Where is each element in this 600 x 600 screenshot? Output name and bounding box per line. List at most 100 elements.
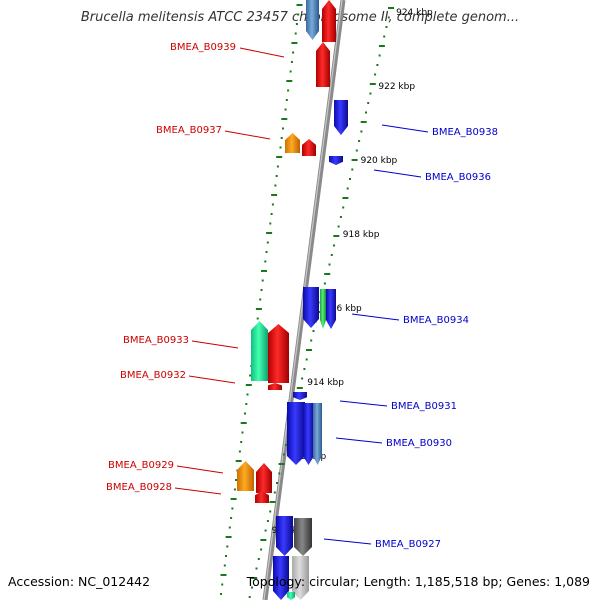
gene-bmea-b0927 bbox=[276, 516, 293, 556]
tick-dot bbox=[312, 330, 315, 332]
tick-dot bbox=[276, 165, 279, 168]
gene-teal-bottom bbox=[287, 592, 295, 600]
tick-dot bbox=[266, 520, 269, 522]
gene-bmea-b0936 bbox=[329, 156, 343, 165]
gene-label-bmea_b0939[interactable]: BMEA_B0939 bbox=[170, 42, 236, 53]
gene-blue2-b0934 bbox=[326, 289, 336, 329]
tick-dot bbox=[249, 374, 252, 377]
leader-line bbox=[339, 400, 388, 407]
tick-dot bbox=[358, 140, 361, 142]
tick-dot bbox=[388, 7, 394, 9]
tick-dot bbox=[281, 118, 288, 120]
gene-label-bmea_b0931[interactable]: BMEA_B0931 bbox=[391, 401, 457, 412]
tick-dot bbox=[230, 517, 233, 519]
tick-dot bbox=[296, 4, 303, 6]
gene-label-bmea_b0936[interactable]: BMEA_B0936 bbox=[425, 172, 491, 183]
tick-dot bbox=[349, 178, 351, 180]
tick-dot bbox=[284, 108, 287, 111]
tick-dot bbox=[269, 222, 272, 225]
tick-dot bbox=[328, 263, 331, 266]
gene-label-bmea_b0928[interactable]: BMEA_B0928 bbox=[106, 482, 172, 493]
gene-label-bmea_b0938[interactable]: BMEA_B0938 bbox=[432, 127, 498, 138]
tick-dot bbox=[238, 450, 241, 453]
tick-dot bbox=[220, 593, 222, 595]
gene-bmea-b0932 bbox=[268, 383, 282, 390]
tick-dot bbox=[223, 564, 226, 567]
gene-label-bmea_b0927[interactable]: BMEA_B0927 bbox=[375, 539, 441, 550]
tick-dot bbox=[374, 73, 377, 76]
tick-dot bbox=[279, 146, 282, 149]
tick-dot bbox=[367, 102, 370, 104]
gene-label-bmea_b0937[interactable]: BMEA_B0937 bbox=[156, 125, 222, 136]
tick-dot bbox=[282, 127, 284, 130]
map-title: Brucella melitensis ATCC 23457 chromosom… bbox=[80, 10, 520, 25]
tick-dot bbox=[342, 206, 345, 209]
tick-dot bbox=[235, 460, 242, 462]
tick-dot bbox=[251, 577, 258, 579]
gene-bmea-b0931 bbox=[287, 402, 305, 465]
accession-text: Accession: NC_012442 bbox=[8, 574, 151, 589]
gene-blue-bottom bbox=[273, 556, 289, 600]
tick-dot bbox=[333, 235, 340, 237]
gene-label-bmea_b0933[interactable]: BMEA_B0933 bbox=[123, 335, 189, 346]
leader-line bbox=[351, 313, 400, 321]
gene-steel-top bbox=[306, 0, 319, 40]
gene-label-bmea_b0930[interactable]: BMEA_B0930 bbox=[386, 438, 452, 449]
tick-dot bbox=[333, 244, 335, 247]
tick-dot bbox=[280, 137, 283, 139]
leader-line bbox=[188, 375, 236, 384]
gene-bmea-b0939 bbox=[316, 42, 330, 87]
tick-dot bbox=[296, 387, 303, 389]
tick-dot bbox=[378, 54, 381, 57]
tick-dot bbox=[351, 159, 358, 161]
tick-dot bbox=[275, 175, 278, 177]
tick-dot bbox=[260, 289, 263, 291]
tick-dot bbox=[292, 51, 295, 54]
leader-line bbox=[373, 169, 422, 178]
leader-line bbox=[176, 465, 224, 474]
tick-dot bbox=[266, 232, 273, 234]
tick-dot bbox=[233, 488, 236, 491]
tick-dot bbox=[323, 282, 326, 285]
gene-red-top bbox=[322, 0, 336, 42]
tick-dot bbox=[291, 42, 298, 44]
tick-dot bbox=[251, 586, 253, 589]
tick-dot bbox=[369, 83, 376, 85]
tick-dot bbox=[342, 197, 349, 199]
tick-dot bbox=[240, 441, 243, 443]
tick-dot bbox=[285, 444, 288, 446]
gene-bmea-b0938 bbox=[334, 100, 348, 135]
tick-dot bbox=[260, 539, 267, 541]
tick-dot bbox=[221, 583, 224, 586]
tick-dot bbox=[245, 384, 252, 386]
tick-dot bbox=[337, 225, 340, 228]
gene-bmea-b0929 bbox=[256, 463, 272, 493]
tick-dot bbox=[255, 567, 258, 570]
tick-dot bbox=[240, 422, 247, 424]
gene-red-b0933 bbox=[268, 324, 289, 383]
gene-bmea-b0928 bbox=[255, 491, 269, 503]
leader-line bbox=[335, 437, 383, 444]
gene-gray-b0927 bbox=[294, 518, 312, 556]
tick-dot bbox=[264, 260, 267, 263]
tick-dot bbox=[324, 273, 331, 275]
gene-label-bmea_b0932[interactable]: BMEA_B0932 bbox=[120, 370, 186, 381]
tick-dot bbox=[278, 472, 281, 475]
tick-dot bbox=[271, 203, 274, 206]
tick-dot bbox=[297, 13, 300, 16]
gene-label-bmea_b0929[interactable]: BMEA_B0929 bbox=[108, 460, 174, 471]
tick-dot bbox=[260, 548, 263, 551]
tick-dot bbox=[360, 121, 367, 123]
tick-dot bbox=[306, 349, 312, 351]
gene-green-b0934 bbox=[320, 289, 326, 329]
gene-labels: BMEA_B0939 BMEA_B0938 BMEA_B0937 BMEA_B0936… bbox=[106, 42, 498, 550]
tick-dot bbox=[376, 64, 379, 66]
gene-bmea-b0931-cap bbox=[293, 392, 307, 400]
tick-dot bbox=[360, 130, 363, 133]
tick-dot bbox=[220, 574, 227, 576]
gene-label-bmea_b0934[interactable]: BMEA_B0934 bbox=[403, 315, 469, 326]
tick-dot bbox=[378, 45, 385, 47]
tick-dot bbox=[246, 393, 249, 396]
tick-dot bbox=[286, 80, 293, 82]
